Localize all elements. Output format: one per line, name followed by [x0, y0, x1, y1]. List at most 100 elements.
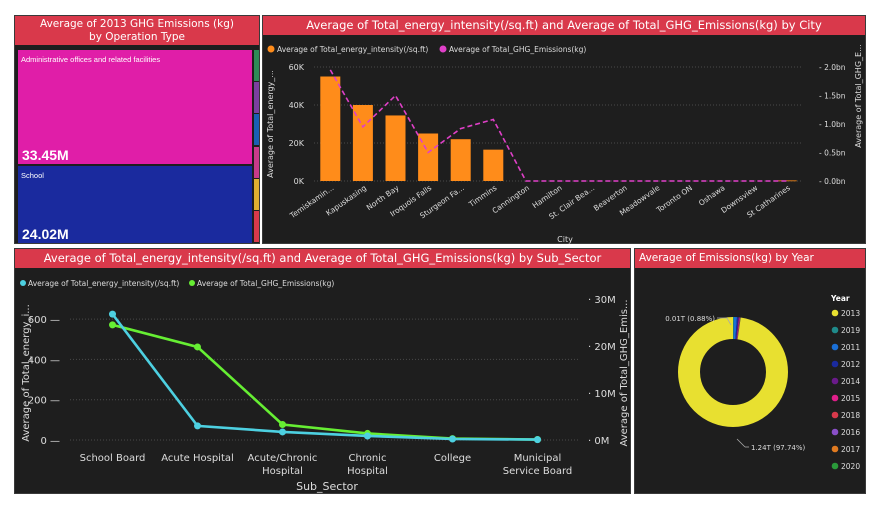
bar: [352, 105, 373, 181]
energy-point: [364, 432, 371, 440]
ghg-point: [194, 343, 201, 351]
bar: [320, 76, 341, 181]
city-chart-panel: Average of Total_energy_intensity(/sq.ft…: [262, 15, 866, 244]
y2-axis-title: Average of Total_GHG_Emis...: [619, 299, 630, 446]
legend-marker: [831, 445, 839, 453]
energy-line: [111, 313, 538, 441]
y2-tick-label: - 0.5bn: [819, 149, 846, 158]
ghg-line: [329, 69, 787, 182]
ghg-line: [112, 323, 538, 441]
legend-label: 2016: [841, 428, 860, 437]
y2-tick-label: - 1.0bn: [819, 120, 846, 129]
bar: [418, 133, 439, 181]
annotation-leader: [726, 317, 732, 326]
legend-marker-ghg: [189, 280, 195, 286]
bar: [483, 149, 504, 181]
legend-label: 2019: [841, 326, 860, 335]
x-tick-label-line: Hospital: [347, 466, 388, 477]
y-tick-label: 400 —: [28, 355, 60, 366]
city-chart-title: Average of Total_energy_intensity(/sq.ft…: [263, 16, 865, 35]
treemap-title: Average of 2013 GHG Emissions (kg) by Op…: [15, 16, 259, 45]
x-axis-title: Sub_Sector: [296, 480, 358, 493]
y-axis-title: Average of Total_energy_i...: [21, 304, 32, 442]
donut-chart-title: Average of Emissions(kg) by Year: [635, 249, 865, 268]
treemap-tile-administrative[interactable]: Administrative offices and related facil…: [18, 50, 252, 164]
city-legend: Average of Total_energy_intensity(/sq.ft…: [267, 45, 586, 54]
x-axis-title: City: [557, 235, 573, 244]
x-tick-label: School Board: [80, 453, 146, 464]
y-tick-label: 0 —: [40, 436, 60, 447]
energy-point: [449, 435, 456, 443]
bar: [450, 139, 471, 181]
bar: [385, 115, 406, 181]
treemap-small-tile[interactable]: [254, 146, 259, 178]
legend-marker: [831, 462, 839, 470]
y-tick-label: 600 —: [28, 315, 60, 326]
legend-label-energy: Average of Total_energy_intensity(/sq.ft…: [28, 279, 179, 288]
x-tick-label-line: Acute Hospital: [161, 453, 234, 464]
legend-marker: [831, 326, 839, 334]
y-tick-label: 40K: [289, 101, 305, 110]
treemap-tile-school[interactable]: School 24.02M: [18, 166, 252, 243]
y2-tick-label: - 0.0bn: [819, 177, 846, 186]
legend-label: 2018: [841, 411, 860, 420]
legend-marker: [831, 360, 839, 368]
legend-label: 2020: [841, 462, 860, 471]
legend-marker: [831, 309, 839, 317]
x-tick-label-line: College: [434, 453, 471, 464]
donut-ring: [678, 317, 788, 427]
donut-chart: 0.01T (0.88%) 1.24T (97.74%) Year 2013 2019 2…: [665, 294, 860, 471]
legend-label: 2017: [841, 445, 860, 454]
legend-label: 2011: [841, 343, 860, 352]
sector-chart-panel: Average of Total_energy_intensity(/sq.ft…: [14, 248, 631, 494]
energy-point: [534, 436, 541, 444]
y2-tick-label: · 0M: [588, 436, 609, 447]
y-tick-label: 0K: [294, 177, 305, 186]
donut-chart-panel: Average of Emissions(kg) by Year 0.01T (…: [634, 248, 866, 494]
y-tick-label: 20K: [289, 139, 305, 148]
y2-tick-label: · 30M: [588, 295, 616, 306]
x-tick-label: Toronto ON: [654, 183, 694, 215]
ghg-point: [109, 321, 116, 329]
x-tick-label: Acute Hospital: [161, 453, 234, 464]
treemap-small-tile[interactable]: [254, 178, 259, 210]
x-tick-label-line: Service Board: [503, 466, 573, 477]
legend-label-ghg: Average of Total_GHG_Emissions(kg): [449, 45, 586, 54]
x-tick-label-line: Acute/Chronic: [248, 453, 318, 464]
treemap-small-tiles: [254, 50, 259, 243]
treemap-tile-value: 33.45M: [22, 147, 69, 163]
treemap-panel: Average of 2013 GHG Emissions (kg) by Op…: [14, 15, 260, 244]
treemap-small-tile[interactable]: [254, 210, 259, 242]
x-tick-label: Municipal Service Board: [503, 453, 573, 477]
legend-marker: [831, 343, 839, 351]
y2-tick-label: - 1.5bn: [819, 92, 846, 101]
legend-label-energy: Average of Total_energy_intensity(/sq.ft…: [277, 45, 428, 54]
legend-marker: [831, 411, 839, 419]
bar: [776, 180, 797, 182]
x-tick-label: Acute/Chronic Hospital: [248, 453, 318, 477]
legend-label-ghg: Average of Total_GHG_Emissions(kg): [197, 279, 334, 288]
sector-chart-title: Average of Total_energy_intensity(/sq.ft…: [15, 249, 630, 268]
legend-label: 2012: [841, 360, 860, 369]
x-tick-label-line: Hospital: [262, 466, 303, 477]
donut-annotation-small: 0.01T (0.88%): [665, 315, 715, 323]
treemap-tile-value: 24.02M: [22, 226, 69, 242]
treemap-small-tile[interactable]: [254, 82, 259, 114]
sector-legend: Average of Total_energy_intensity(/sq.ft…: [20, 279, 334, 288]
x-tick-label-line: Chronic: [349, 453, 387, 464]
legend-marker: [831, 377, 839, 385]
treemap-small-tile[interactable]: [254, 50, 259, 82]
legend-label: 2013: [841, 309, 860, 318]
x-tick-label: College: [434, 453, 471, 464]
legend-title: Year: [830, 294, 850, 303]
y-tick-label: 200 —: [28, 396, 60, 407]
legend-marker: [831, 394, 839, 402]
x-tick-label: Oshawa: [697, 183, 727, 208]
x-tick-label: Chronic Hospital: [347, 453, 388, 477]
y-axis-title: Average of Total_energy_...: [266, 70, 275, 178]
legend-marker-energy: [267, 45, 275, 53]
legend-marker: [831, 428, 839, 436]
y2-axis-title: Average of Total_GHG_E...: [854, 44, 863, 147]
legend-marker-energy: [20, 280, 26, 286]
treemap-small-tile[interactable]: [254, 114, 259, 146]
